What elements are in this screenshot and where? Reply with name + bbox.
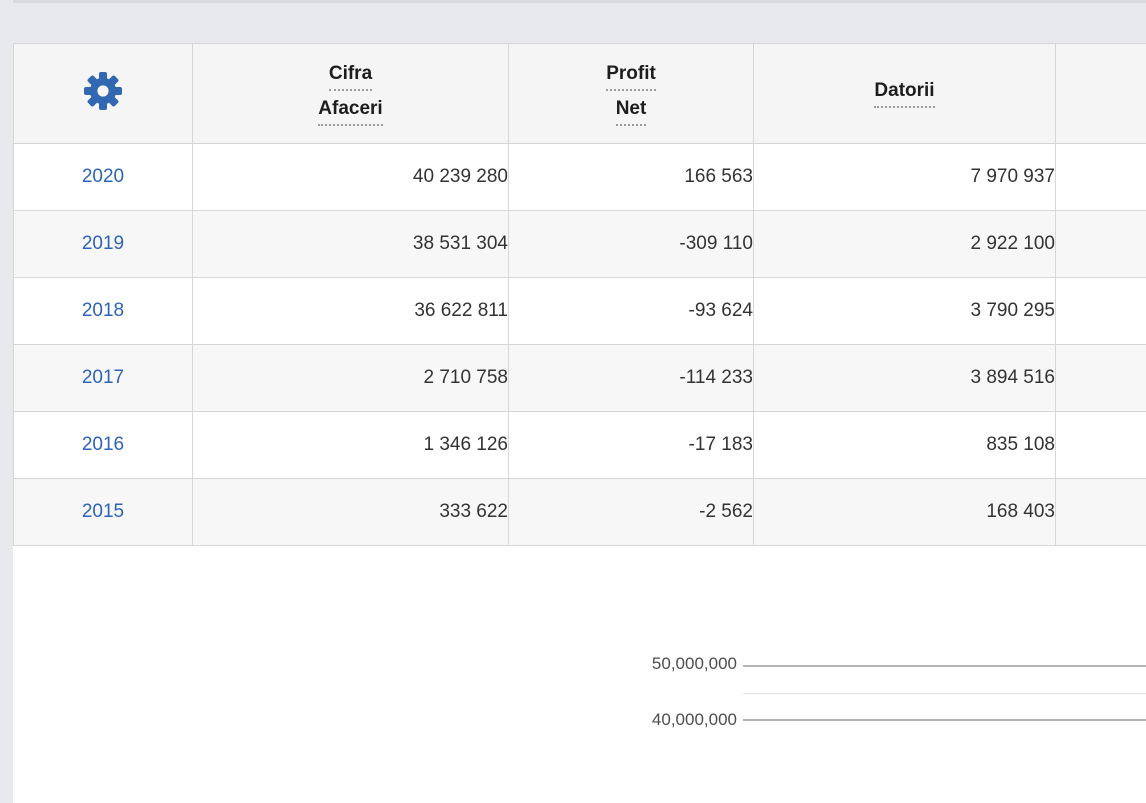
- extra-cell: [1056, 278, 1146, 345]
- datorii-cell: 3 790 295: [754, 278, 1056, 345]
- cifra-afaceri-term[interactable]: Cifra: [329, 62, 372, 91]
- y-axis-tick-label-40m: 40,000,000: [533, 710, 737, 730]
- y-axis-tick-label-50m: 50,000,000: [533, 654, 737, 674]
- table-row: 2019 38 531 304 -309 110 2 922 100: [14, 211, 1146, 278]
- cifra-afaceri-cell: 38 531 304: [193, 211, 509, 278]
- profit-net-term-line2[interactable]: Net: [616, 97, 647, 126]
- profit-net-cell: -93 624: [509, 278, 754, 345]
- cifra-afaceri-term-line2[interactable]: Afaceri: [318, 97, 382, 126]
- datorii-cell: 7 970 937: [754, 144, 1056, 211]
- table-header-row: Cifra Afaceri Profit Net Datorii: [14, 44, 1146, 144]
- table-row: 2015 333 622 -2 562 168 403: [14, 479, 1146, 546]
- table-row: 2020 40 239 280 166 563 7 970 937: [14, 144, 1146, 211]
- year-link-2020[interactable]: 2020: [82, 166, 124, 187]
- profit-net-term[interactable]: Profit: [606, 62, 656, 91]
- cifra-afaceri-cell: 36 622 811: [193, 278, 509, 345]
- column-header-extra: [1056, 44, 1146, 144]
- year-cell: 2016: [14, 412, 193, 479]
- year-link-2015[interactable]: 2015: [82, 501, 124, 522]
- datorii-cell: 2 922 100: [754, 211, 1056, 278]
- profit-net-cell: -2 562: [509, 479, 754, 546]
- profit-net-cell: -309 110: [509, 211, 754, 278]
- year-link-2016[interactable]: 2016: [82, 434, 124, 455]
- year-link-2017[interactable]: 2017: [82, 367, 124, 388]
- table-row: 2018 36 622 811 -93 624 3 790 295: [14, 278, 1146, 345]
- year-cell: 2019: [14, 211, 193, 278]
- year-cell: 2017: [14, 345, 193, 412]
- gridline-50m: [743, 665, 1146, 667]
- profit-net-cell: 166 563: [509, 144, 754, 211]
- column-header-cifra-afaceri: Cifra Afaceri: [193, 44, 509, 144]
- settings-column-header: [14, 44, 193, 144]
- cifra-afaceri-cell: 333 622: [193, 479, 509, 546]
- content-card: Cifra Afaceri Profit Net Datorii: [13, 43, 1146, 803]
- extra-cell: [1056, 211, 1146, 278]
- top-divider-strip: [13, 0, 1146, 3]
- table-row: 2016 1 346 126 -17 183 835 108: [14, 412, 1146, 479]
- gridline-minor-45m: [743, 693, 1146, 694]
- year-cell: 2020: [14, 144, 193, 211]
- gridline-40m: [743, 719, 1146, 721]
- profit-net-cell: -114 233: [509, 345, 754, 412]
- table-row: 2017 2 710 758 -114 233 3 894 516: [14, 345, 1146, 412]
- datorii-term[interactable]: Datorii: [874, 79, 934, 108]
- extra-cell: [1056, 479, 1146, 546]
- column-header-profit-net: Profit Net: [509, 44, 754, 144]
- cifra-afaceri-cell: 2 710 758: [193, 345, 509, 412]
- year-link-2019[interactable]: 2019: [82, 233, 124, 254]
- extra-cell: [1056, 144, 1146, 211]
- year-cell: 2018: [14, 278, 193, 345]
- cifra-afaceri-cell: 40 239 280: [193, 144, 509, 211]
- year-cell: 2015: [14, 479, 193, 546]
- column-header-datorii: Datorii: [754, 44, 1056, 144]
- datorii-cell: 3 894 516: [754, 345, 1056, 412]
- gear-icon[interactable]: [83, 71, 123, 111]
- financials-table: Cifra Afaceri Profit Net Datorii: [13, 43, 1146, 546]
- datorii-cell: 835 108: [754, 412, 1056, 479]
- datorii-cell: 168 403: [754, 479, 1056, 546]
- extra-cell: [1056, 345, 1146, 412]
- profit-net-cell: -17 183: [509, 412, 754, 479]
- cifra-afaceri-cell: 1 346 126: [193, 412, 509, 479]
- year-link-2018[interactable]: 2018: [82, 300, 124, 321]
- extra-cell: [1056, 412, 1146, 479]
